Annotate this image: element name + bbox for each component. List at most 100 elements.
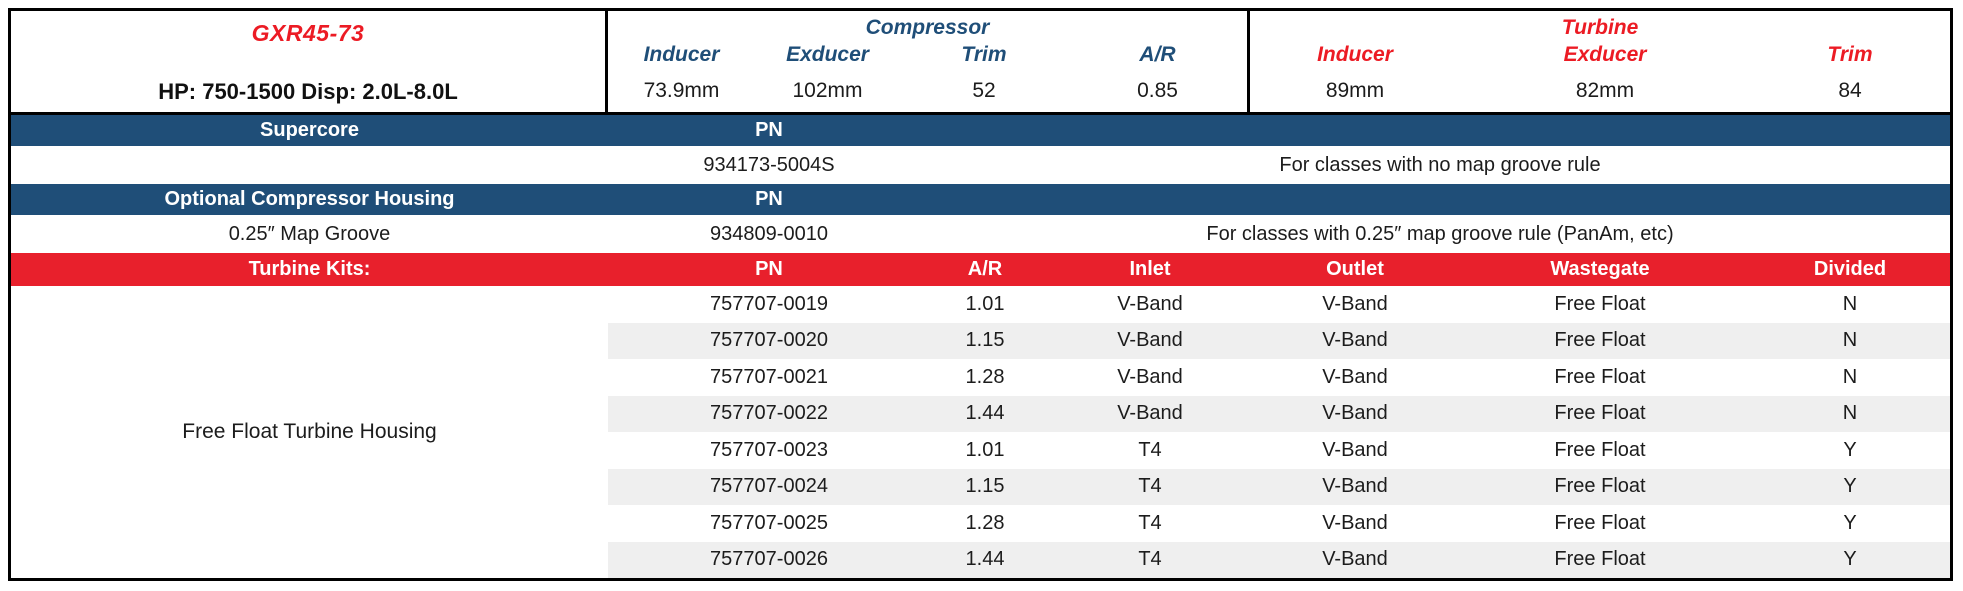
- map-groove-note: For classes with 0.25″ map groove rule (…: [1206, 222, 1674, 245]
- turbine-section: Turbine Inducer Exducer Trim 89mm 82mm 8…: [1247, 11, 1950, 112]
- kit-outlet: V-Band: [1322, 511, 1388, 534]
- kit-inlet: T4: [1138, 548, 1162, 571]
- kit-ar: 1.15: [965, 329, 1005, 352]
- kit-pn: 757707-0026: [710, 548, 828, 571]
- kit-pn: 757707-0025: [710, 511, 828, 534]
- housing-type-label: Free Float Turbine Housing: [11, 286, 608, 578]
- turbine-header-inducer: Inducer: [1317, 42, 1393, 66]
- compressor-values: 73.9mm 102mm 52 0.85: [608, 69, 1247, 112]
- turbine-title: Turbine: [1561, 16, 1639, 39]
- turbine-kits-label: Turbine Kits:: [248, 258, 371, 280]
- kit-outlet: V-Band: [1322, 475, 1388, 498]
- turbine-trim-value: 84: [1838, 78, 1862, 102]
- product-model: GXR45-73: [251, 20, 365, 46]
- supercore-pn-value: 934173-5004S: [703, 153, 835, 176]
- kits-header-pn: PN: [755, 258, 783, 280]
- kit-divided: N: [1842, 365, 1858, 388]
- table-row: 757707-0022 1.44 V-Band V-Band Free Floa…: [608, 395, 1950, 432]
- optional-housing-band-spacer: [930, 184, 1950, 215]
- turbine-exducer-value: 82mm: [1575, 78, 1635, 102]
- kit-inlet: T4: [1138, 475, 1162, 498]
- kit-ar: 1.44: [965, 548, 1005, 571]
- kit-divided: Y: [1843, 511, 1857, 534]
- compressor-inducer-value: 73.9mm: [643, 78, 720, 102]
- supercore-pn-header: PN: [755, 119, 783, 141]
- kit-pn: 757707-0024: [710, 475, 828, 498]
- kits-header-outlet: Outlet: [1326, 258, 1384, 280]
- turbine-inducer-value: 89mm: [1325, 78, 1385, 102]
- turbine-header-exducer: Exducer: [1563, 42, 1647, 66]
- compressor-header-ar: A/R: [1139, 42, 1176, 66]
- supercore-label: Supercore: [260, 119, 359, 141]
- kit-inlet: V-Band: [1117, 329, 1183, 352]
- kit-outlet: V-Band: [1322, 402, 1388, 425]
- map-groove-name: 0.25″ Map Groove: [228, 222, 391, 245]
- supercore-row: 934173-5004S For classes with no map gro…: [11, 146, 1950, 184]
- kit-divided: N: [1842, 329, 1858, 352]
- kit-inlet: V-Band: [1117, 402, 1183, 425]
- kit-wastegate: Free Float: [1554, 292, 1646, 315]
- kit-inlet: T4: [1138, 511, 1162, 534]
- kit-outlet: V-Band: [1322, 365, 1388, 388]
- turbine-kits-rows: 757707-0019 1.01 V-Band V-Band Free Floa…: [608, 286, 1950, 578]
- kit-wastegate: Free Float: [1554, 329, 1646, 352]
- compressor-section: Compressor Inducer Exducer Trim A/R 73.9…: [608, 11, 1247, 112]
- kit-pn: 757707-0020: [710, 329, 828, 352]
- kit-inlet: T4: [1138, 438, 1162, 461]
- kits-header-ar: A/R: [967, 258, 1003, 280]
- table-row: 757707-0025 1.28 T4 V-Band Free Float Y: [608, 505, 1950, 542]
- table-row: 757707-0021 1.28 V-Band V-Band Free Floa…: [608, 359, 1950, 396]
- kit-ar: 1.28: [965, 511, 1005, 534]
- supercore-band: Supercore PN: [11, 115, 1950, 146]
- kit-ar: 1.01: [965, 438, 1005, 461]
- kit-wastegate: Free Float: [1554, 511, 1646, 534]
- optional-housing-band: Optional Compressor Housing PN: [11, 184, 1950, 215]
- kit-pn: 757707-0021: [710, 365, 828, 388]
- kit-ar: 1.01: [965, 292, 1005, 315]
- kit-divided: N: [1842, 402, 1858, 425]
- supercore-note: For classes with no map groove rule: [1279, 153, 1601, 176]
- compressor-exducer-value: 102mm: [792, 78, 863, 102]
- compressor-headers: Inducer Exducer Trim A/R: [608, 40, 1247, 69]
- kit-divided: Y: [1843, 475, 1857, 498]
- supercore-band-spacer: [930, 115, 1950, 146]
- table-row: 757707-0020 1.15 V-Band V-Band Free Floa…: [608, 322, 1950, 359]
- kit-ar: 1.15: [965, 475, 1005, 498]
- kit-pn: 757707-0023: [710, 438, 828, 461]
- turbine-headers: Inducer Exducer Trim: [1250, 40, 1950, 69]
- kit-outlet: V-Band: [1322, 438, 1388, 461]
- kit-ar: 1.44: [965, 402, 1005, 425]
- kit-divided: Y: [1843, 438, 1857, 461]
- map-groove-row: 0.25″ Map Groove 934809-0010 For classes…: [11, 215, 1950, 253]
- compressor-ar-value: 0.85: [1137, 78, 1178, 102]
- kit-divided: Y: [1843, 548, 1857, 571]
- kits-header-wastegate: Wastegate: [1550, 258, 1650, 280]
- table-row: 757707-0019 1.01 V-Band V-Band Free Floa…: [608, 286, 1950, 323]
- optional-housing-label: Optional Compressor Housing: [164, 188, 455, 210]
- optional-housing-pn-header: PN: [755, 188, 783, 210]
- kit-inlet: V-Band: [1117, 292, 1183, 315]
- compressor-header-inducer: Inducer: [643, 42, 720, 66]
- table-row: 757707-0026 1.44 T4 V-Band Free Float Y: [608, 541, 1950, 578]
- kit-wastegate: Free Float: [1554, 548, 1646, 571]
- kit-inlet: V-Band: [1117, 365, 1183, 388]
- kit-pn: 757707-0022: [710, 402, 828, 425]
- kit-pn: 757707-0019: [710, 292, 828, 315]
- turbine-kits-band: Turbine Kits: PN A/R Inlet Outlet Wasteg…: [11, 253, 1950, 286]
- compressor-trim-value: 52: [972, 78, 996, 102]
- compressor-header-trim: Trim: [961, 42, 1007, 66]
- kit-divided: N: [1842, 292, 1858, 315]
- map-groove-pn-value: 934809-0010: [710, 222, 828, 245]
- table-row: 757707-0024 1.15 T4 V-Band Free Float Y: [608, 468, 1950, 505]
- kits-header-inlet: Inlet: [1129, 258, 1171, 280]
- compressor-title: Compressor: [865, 16, 990, 39]
- turbine-header-trim: Trim: [1827, 42, 1873, 66]
- product-hp-displacement: HP: 750-1500 Disp: 2.0L-8.0L: [158, 79, 458, 104]
- table-row: 757707-0023 1.01 T4 V-Band Free Float Y: [608, 432, 1950, 469]
- kit-wastegate: Free Float: [1554, 365, 1646, 388]
- spec-header: GXR45-73 HP: 750-1500 Disp: 2.0L-8.0L Co…: [11, 11, 1950, 115]
- turbine-values: 89mm 82mm 84: [1250, 69, 1950, 112]
- compressor-header-exducer: Exducer: [786, 42, 869, 66]
- kit-wastegate: Free Float: [1554, 438, 1646, 461]
